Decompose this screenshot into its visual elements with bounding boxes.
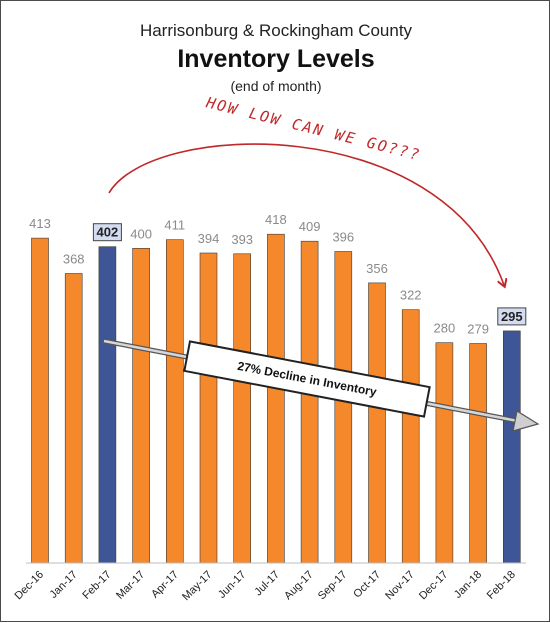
x-tick-label-dec-16: Dec-16 <box>13 569 47 603</box>
x-tick-labels-layer: Dec-16 Jan-17 Feb-17 Mar-17 Apr-17 May-17 Jun-… <box>13 569 518 603</box>
chart-subtitle: Harrisonburg & Rockingham County <box>140 21 413 40</box>
x-tick-label-may-17: May-17 <box>180 569 214 603</box>
value-label-aug-17: 409 <box>299 219 321 234</box>
value-label-mar-17: 400 <box>130 226 152 241</box>
value-label-feb-18: 295 <box>501 309 523 324</box>
chart-note: (end of month) <box>230 78 321 94</box>
handwritten-annotation: HOW LOW CAN WE GO??? <box>203 93 422 164</box>
bar-apr-17 <box>166 239 184 564</box>
x-tick-label-feb-18: Feb-18 <box>485 569 518 602</box>
x-tick-label-sep-17: Sep-17 <box>316 569 350 603</box>
chart-title: Inventory Levels <box>177 45 374 73</box>
x-tick-label-jun-17: Jun-17 <box>216 569 248 601</box>
x-tick-label-jan-17: Jan-17 <box>48 569 80 601</box>
bar-sep-17 <box>334 251 353 564</box>
value-labels-layer: 413 368 402 400 411 394 393 418 409 396 356 322 280 2… <box>29 212 527 337</box>
x-tick-label-nov-17: Nov-17 <box>383 569 417 603</box>
bar-oct-17 <box>368 282 386 564</box>
value-label-box-feb-17 <box>92 223 122 242</box>
x-tick-label-jul-17: Jul-17 <box>252 569 282 599</box>
bar-aug-17 <box>300 240 319 564</box>
value-label-jun-17: 393 <box>231 232 253 247</box>
bars-layer <box>31 233 521 564</box>
bar-jan-18 <box>469 343 487 564</box>
bar-dec-17 <box>435 342 454 564</box>
x-tick-label-feb-17: Feb-17 <box>80 569 113 602</box>
value-label-box-feb-18 <box>497 307 527 326</box>
x-tick-label-jan-18: Jan-18 <box>452 569 484 601</box>
value-label-sep-17: 396 <box>332 230 354 245</box>
bar-jan-17 <box>64 273 83 564</box>
bar-dec-16 <box>31 237 49 564</box>
value-label-apr-17: 411 <box>164 218 185 233</box>
value-label-jul-17: 418 <box>265 212 287 227</box>
bar-feb-18 <box>502 330 521 564</box>
value-label-dec-17: 280 <box>434 321 456 336</box>
bar-may-17 <box>199 252 218 564</box>
value-label-jan-17: 368 <box>63 252 85 267</box>
x-tick-label-dec-17: Dec-17 <box>417 569 451 603</box>
bar-nov-17 <box>401 309 420 564</box>
x-tick-label-oct-17: Oct-17 <box>351 569 383 601</box>
bar-jun-17 <box>233 253 251 564</box>
value-label-nov-17: 322 <box>400 288 422 303</box>
bar-jul-17 <box>267 233 285 564</box>
x-tick-label-aug-17: Aug-17 <box>282 569 316 603</box>
bar-feb-17 <box>98 246 117 564</box>
x-tick-label-mar-17: Mar-17 <box>114 569 147 602</box>
bar-mar-17 <box>132 248 150 564</box>
value-label-may-17: 394 <box>198 231 220 246</box>
x-tick-label-apr-17: Apr-17 <box>149 569 181 601</box>
value-label-oct-17: 356 <box>366 261 388 276</box>
annotation-arc <box>108 143 504 285</box>
value-label-dec-16: 413 <box>29 216 51 231</box>
value-label-feb-17: 402 <box>97 225 119 240</box>
value-label-jan-18: 279 <box>467 322 489 337</box>
